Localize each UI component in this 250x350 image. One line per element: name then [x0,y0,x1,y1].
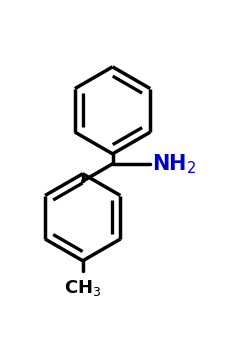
Text: CH$_3$: CH$_3$ [64,278,102,298]
Text: NH$_2$: NH$_2$ [152,152,197,176]
